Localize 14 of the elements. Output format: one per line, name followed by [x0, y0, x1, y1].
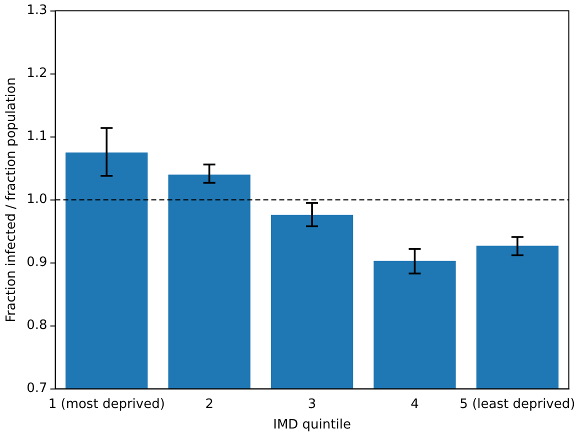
x-axis-title: IMD quintile [273, 418, 351, 433]
y-tick-label: 0.8 [26, 318, 48, 334]
x-tick-label: 3 [308, 396, 316, 412]
y-axis-title: Fraction infected / fraction population [4, 77, 20, 322]
y-tick-label: 0.9 [26, 255, 48, 270]
y-tick-label: 1.0 [26, 192, 48, 208]
y-tick-label: 1.3 [26, 3, 48, 18]
x-tick-label: 5 (least deprived) [460, 396, 576, 412]
y-tick-label: 1.2 [26, 66, 48, 82]
x-tick-label: 1 (most deprived) [48, 396, 165, 412]
x-tick-label: 2 [205, 396, 214, 412]
y-tick-label: 1.1 [26, 129, 48, 144]
x-tick-label: 4 [410, 396, 419, 412]
y-tick-label: 0.7 [26, 381, 48, 396]
